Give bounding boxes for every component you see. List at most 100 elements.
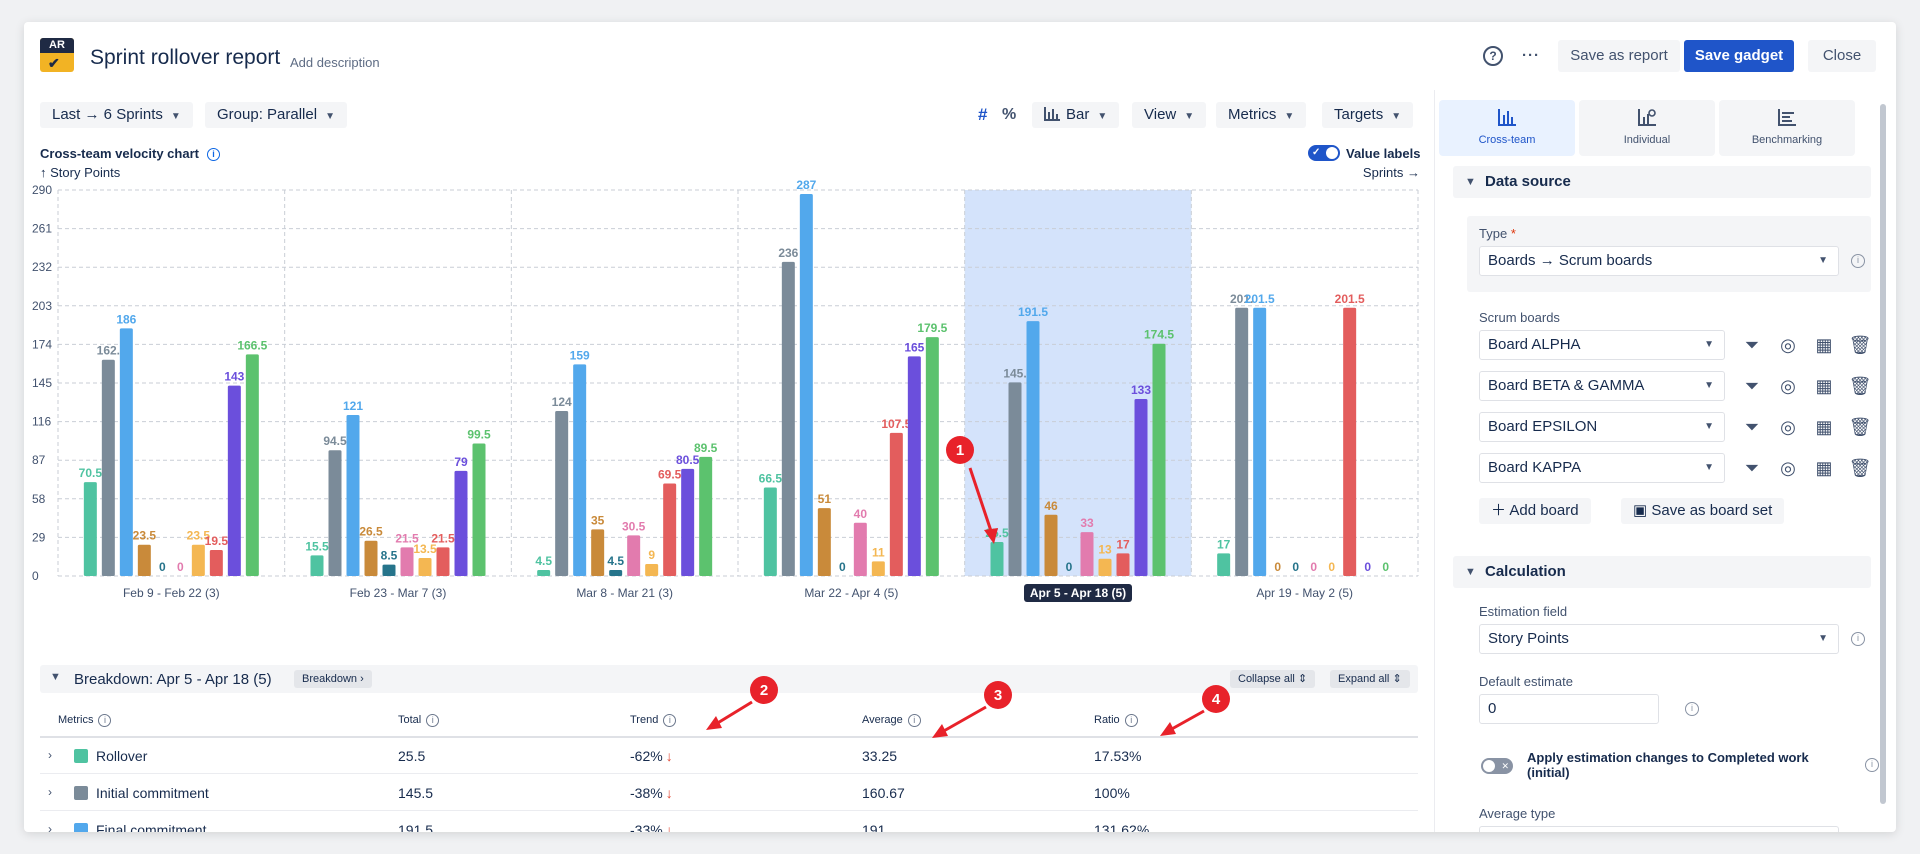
table-row[interactable]: › Rollover 25.5 -62% ↓ 33.25 17.53% xyxy=(40,738,1418,774)
chart-type-dropdown[interactable]: Bar ▼ xyxy=(1032,102,1120,130)
close-button[interactable]: Close xyxy=(1808,40,1876,72)
board-select[interactable]: Board BETA & GAMMA ▼ xyxy=(1479,371,1725,401)
table-row[interactable]: › Final commitment 191.5 -33% ↓ 191 131.6… xyxy=(40,812,1418,832)
tab-cross-team[interactable]: Cross-team xyxy=(1439,100,1575,156)
metric-trend-value: -38% xyxy=(630,785,663,801)
trash-icon[interactable]: 🗑︎ xyxy=(1848,335,1872,355)
targets-dropdown[interactable]: Targets ▼ xyxy=(1322,102,1414,128)
calculator-icon[interactable]: ▦ xyxy=(1815,376,1833,396)
bar xyxy=(925,337,939,576)
tab-benchmarking[interactable]: Benchmarking xyxy=(1719,100,1855,156)
trash-icon[interactable]: 🗑︎ xyxy=(1848,376,1872,396)
default-estimate-input[interactable]: 0 xyxy=(1479,694,1659,724)
calculator-icon[interactable]: ▦ xyxy=(1815,335,1833,355)
chevron-down-icon: ▼ xyxy=(1704,380,1714,391)
sprints-dropdown[interactable]: Last → 6 Sprints ▼ xyxy=(40,102,193,128)
average-type-select[interactable] xyxy=(1479,826,1839,832)
expand-all-button[interactable]: Expand all ⇕ xyxy=(1330,670,1410,688)
metrics-dropdown[interactable]: Metrics ▼ xyxy=(1216,102,1307,128)
search-check-icon[interactable]: ◎ xyxy=(1780,335,1796,355)
trash-icon[interactable]: 🗑︎ xyxy=(1848,458,1872,478)
filter-icon[interactable]: ⏷ xyxy=(1744,335,1760,355)
info-icon[interactable]: i xyxy=(98,714,112,727)
value-labels-toggle[interactable]: Value labels xyxy=(1308,145,1420,161)
info-icon[interactable]: i xyxy=(206,148,220,161)
more-button[interactable]: ··· xyxy=(1514,40,1548,72)
view-dropdown[interactable]: View ▼ xyxy=(1132,102,1207,128)
calculation-section-header[interactable]: ▼ Calculation xyxy=(1453,556,1871,588)
info-icon[interactable]: i xyxy=(1865,758,1879,772)
estimation-field-select[interactable]: Story Points ▼ xyxy=(1479,624,1839,654)
value-label: 21.5 xyxy=(395,531,419,545)
filter-icon[interactable]: ⏷ xyxy=(1744,376,1760,396)
info-icon[interactable]: i xyxy=(1851,632,1865,646)
breakdown-header[interactable]: ▼ Breakdown: Apr 5 - Apr 18 (5) Breakdow… xyxy=(40,665,1418,693)
search-check-icon[interactable]: ◎ xyxy=(1780,458,1796,478)
chevron-down-icon[interactable]: ▼ xyxy=(50,671,61,683)
collapse-all-button[interactable]: Collapse all ⇕ xyxy=(1230,670,1316,688)
sidebar-scrollbar[interactable] xyxy=(1880,104,1886,804)
info-icon[interactable]: i xyxy=(907,714,921,727)
metric-ratio: 17.53% xyxy=(1094,748,1142,764)
save-board-set-button[interactable]: ▣ Save as board set xyxy=(1621,498,1785,524)
apply-estimation-toggle[interactable] xyxy=(1481,758,1513,774)
board-select[interactable]: Board KAPPA ▼ xyxy=(1479,453,1725,483)
calculator-icon[interactable]: ▦ xyxy=(1815,417,1833,437)
y-tick-label: 261 xyxy=(32,222,52,236)
metrics-dropdown-label: Metrics xyxy=(1228,106,1277,123)
bar xyxy=(1152,343,1166,576)
board-select[interactable]: Board EPSILON ▼ xyxy=(1479,412,1725,442)
value-label: 174.5 xyxy=(1144,328,1174,342)
value-label: 201.5 xyxy=(1335,292,1365,306)
value-label: 107.5 xyxy=(881,417,911,431)
bar xyxy=(1253,307,1267,576)
x-tick-label: Feb 9 - Feb 22 (3) xyxy=(123,586,220,600)
value-label: 165 xyxy=(904,340,924,354)
board-select-value: Board BETA & GAMMA xyxy=(1488,377,1645,394)
search-check-icon[interactable]: ◎ xyxy=(1780,417,1796,437)
save-as-report-button[interactable]: Save as report xyxy=(1558,40,1680,72)
metric-total: 191.5 xyxy=(398,822,434,832)
chart-title: Cross-team velocity chart i xyxy=(40,146,220,161)
settings-sidebar: Cross-team Individual Benchmarking ▼ Data… xyxy=(1434,90,1896,832)
chevron-right-icon[interactable]: › xyxy=(48,785,52,799)
chevron-right-icon[interactable]: › xyxy=(48,822,52,832)
chevron-down-icon: ▼ xyxy=(1704,462,1714,473)
data-source-section-header[interactable]: ▼ Data source xyxy=(1453,166,1871,198)
calculator-icon[interactable]: ▦ xyxy=(1815,458,1833,478)
value-label: 15.5 xyxy=(305,539,329,553)
save-gadget-button[interactable]: Save gadget xyxy=(1684,40,1794,72)
percent-mode-toggle[interactable]: % xyxy=(1002,106,1017,123)
help-button[interactable]: ? xyxy=(1476,40,1510,72)
metric-total: 145.5 xyxy=(398,785,434,801)
chevron-right-icon[interactable]: › xyxy=(48,748,52,762)
info-icon[interactable]: i xyxy=(663,714,677,727)
breakdown-chip[interactable]: Breakdown › xyxy=(294,670,372,688)
count-mode-toggle[interactable]: # xyxy=(978,105,988,124)
board-select[interactable]: Board ALPHA ▼ xyxy=(1479,330,1725,360)
toggle-switch[interactable] xyxy=(1308,145,1340,161)
chart-type-label: Bar xyxy=(1066,106,1090,123)
info-icon[interactable]: i xyxy=(1124,714,1138,727)
tab-individual[interactable]: Individual xyxy=(1579,100,1715,156)
bar-chart-icon xyxy=(1044,104,1060,130)
info-icon[interactable]: i xyxy=(1851,254,1865,268)
table-row[interactable]: › Initial commitment 145.5 -38% ↓ 160.67 … xyxy=(40,775,1418,811)
value-label: 70.5 xyxy=(79,466,103,480)
value-label: 0 xyxy=(1382,560,1389,574)
add-board-button[interactable]: ＋ Add board xyxy=(1479,498,1591,524)
type-select[interactable]: Boards → Scrum boards ▼ xyxy=(1479,246,1839,276)
bar xyxy=(871,561,885,576)
filter-icon[interactable]: ⏷ xyxy=(1744,417,1760,437)
value-label: 19.5 xyxy=(205,534,229,548)
info-icon[interactable]: i xyxy=(1685,702,1699,716)
arrow-down-icon: ↓ xyxy=(665,748,673,764)
info-icon[interactable]: i xyxy=(426,714,440,727)
filter-icon[interactable]: ⏷ xyxy=(1744,458,1760,478)
trash-icon[interactable]: 🗑︎ xyxy=(1848,417,1872,437)
add-description-link[interactable]: Add description xyxy=(290,55,380,70)
bar xyxy=(382,564,396,576)
search-check-icon[interactable]: ◎ xyxy=(1780,376,1796,396)
group-dropdown[interactable]: Group: Parallel ▼ xyxy=(205,102,347,128)
value-label: 94.5 xyxy=(323,434,347,448)
